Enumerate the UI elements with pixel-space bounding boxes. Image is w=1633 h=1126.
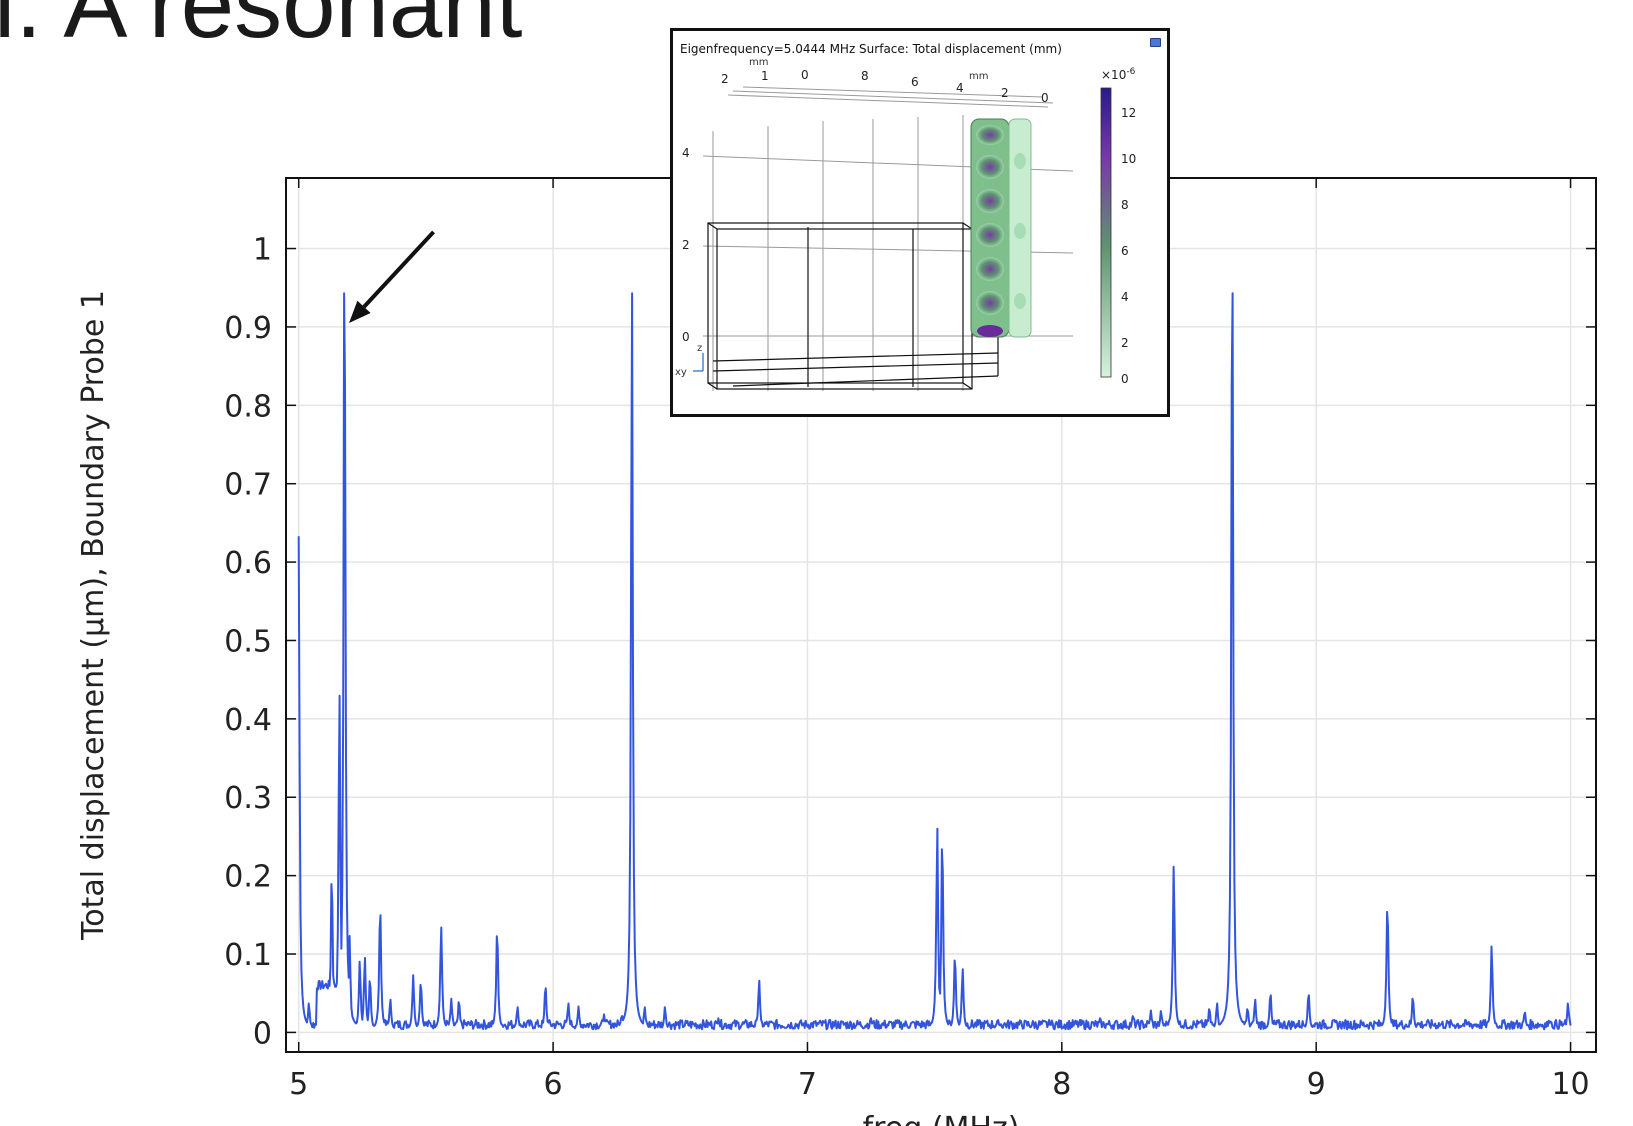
inset-axis-triad [693,353,704,372]
y-tick-label: 0.6 [224,546,272,581]
x-tick-label: 9 [1307,1067,1326,1102]
arrow-line [362,230,436,309]
eigenmode-inset: 2 1 0 mm 8 6 4 2 0 mm 4 2 0 z xy ×10-6 1… [670,28,1170,417]
inset-cbar-tick-0: 0 [1121,372,1129,386]
y-tick-label: 1 [253,233,272,268]
y-axis-title: Total displacement (µm), Boundary Probe … [76,290,111,941]
inset-colorbar [1100,87,1112,378]
arrow-head [349,300,371,323]
inset-top-unit-left: mm [749,57,768,68]
y-tick-labels: 0 0.1 0.2 0.3 0.4 0.5 0.6 0.7 0.8 0.9 1 [224,233,272,1052]
y-tick-label: 0.5 [224,624,272,659]
inset-cbar-tick-10: 10 [1121,152,1136,166]
inset-resonator-geometry [970,118,1032,338]
series-line [297,292,1572,1031]
inset-wireframe-box [707,222,999,390]
inset-top-tick-5: 4 [956,81,964,95]
inset-top-tick-0: 2 [721,72,729,86]
inset-z-tick-2: 2 [682,238,690,252]
y-tick-label: 0.3 [224,781,272,816]
x-tick-labels: 5 6 7 8 9 10 [289,1067,1589,1102]
x-tick-label: 7 [798,1067,817,1102]
inset-cbar-tick-8: 8 [1121,198,1129,212]
inset-top-tick-7: 0 [1041,91,1049,105]
inset-title: Eigenfrequency=5.0444 MHz Surface: Total… [680,42,1062,56]
inset-z-tick-0: 0 [682,330,690,344]
y-tick-label: 0.2 [224,860,272,895]
x-tick-label: 10 [1551,1067,1589,1102]
inset-window-icon[interactable] [1150,38,1161,47]
inset-cbar-tick-12: 12 [1121,106,1136,120]
x-tick-label: 6 [544,1067,563,1102]
axis-ticks [286,178,1596,1052]
y-tick-label: 0.7 [224,468,272,503]
x-tick-label: 5 [289,1067,308,1102]
y-tick-label: 0.8 [224,389,272,424]
annotation-arrow [349,230,436,323]
inset-top-tick-2: 0 [801,68,809,82]
y-tick-label: 0 [253,1016,272,1051]
inset-top-unit-right: mm [969,71,988,82]
inset-cbar-tick-6: 6 [1121,244,1129,258]
x-axis-title: freq (MHz) [863,1111,1020,1126]
inset-top-tick-1: 1 [761,69,769,83]
inset-top-tick-6: 2 [1001,86,1009,100]
inset-axis-xy-label: xy [675,367,687,378]
inset-top-tick-3: 8 [861,69,869,83]
slide-title: i. A resonant [0,0,523,58]
inset-cbar-tick-2: 2 [1121,336,1129,350]
inset-z-tick-4: 4 [682,146,690,160]
x-tick-label: 8 [1052,1067,1071,1102]
y-tick-label: 0.1 [224,938,272,973]
inset-colorbar-multiplier: ×10-6 [1101,67,1136,82]
y-tick-label: 0.4 [224,703,272,738]
y-tick-label: 0.9 [224,311,272,346]
inset-axis-z-label: z [697,343,702,354]
inset-plot: 2 1 0 mm 8 6 4 2 0 mm 4 2 0 z xy ×10-6 1… [675,57,1136,391]
inset-cbar-tick-4: 4 [1121,290,1129,304]
inset-top-tick-4: 6 [911,75,919,89]
